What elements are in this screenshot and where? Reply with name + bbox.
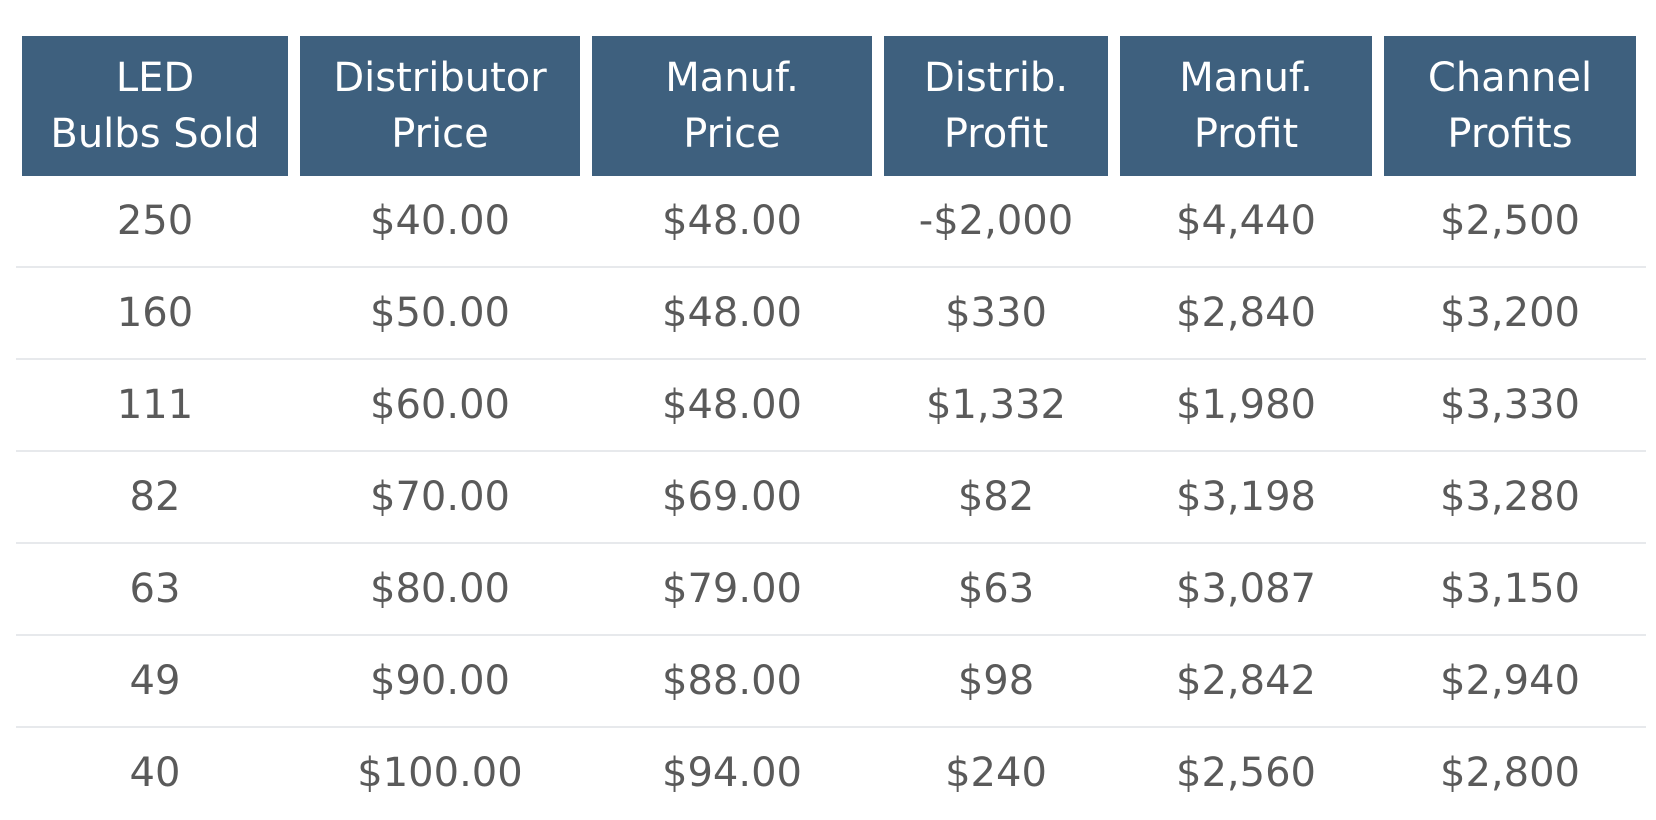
cell-distrib-profit: $82 [957,474,1035,520]
cell-manuf-price: $79.00 [662,566,802,612]
cell-distributor-price: $100.00 [357,750,523,796]
cell-manuf-profit: $2,840 [1176,290,1316,336]
table-row: 49 $90.00 $88.00 $98 $2,842 $2,940 [16,636,1646,728]
header-cell-distrib-profit: Distrib. Profit [884,36,1108,176]
cell-led-bulbs-sold: 49 [129,658,181,704]
cell-manuf-profit: $1,980 [1176,382,1316,428]
cell-led-bulbs-sold: 63 [129,566,181,612]
cell-channel-profits: $2,940 [1440,658,1580,704]
table-header-row: LED Bulbs Sold Distributor Price Manuf. … [0,36,1656,176]
cell-manuf-profit: $3,087 [1176,566,1316,612]
header-cell-distributor-price: Distributor Price [300,36,580,176]
cell-manuf-price: $94.00 [662,750,802,796]
table-row: 63 $80.00 $79.00 $63 $3,087 $3,150 [16,544,1646,636]
cell-manuf-profit: $2,842 [1176,658,1316,704]
cell-distrib-profit: $1,332 [926,382,1066,428]
cell-manuf-price: $48.00 [662,382,802,428]
cell-distributor-price: $60.00 [370,382,510,428]
cell-distributor-price: $70.00 [370,474,510,520]
header-cell-channel-profits: Channel Profits [1384,36,1636,176]
cell-distributor-price: $90.00 [370,658,510,704]
cell-led-bulbs-sold: 250 [116,198,194,244]
cell-distrib-profit: $330 [945,290,1047,336]
table-row: 111 $60.00 $48.00 $1,332 $1,980 $3,330 [16,360,1646,452]
cell-channel-profits: $3,150 [1440,566,1580,612]
table-row: 82 $70.00 $69.00 $82 $3,198 $3,280 [16,452,1646,544]
header-cell-manuf-profit: Manuf. Profit [1120,36,1372,176]
cell-led-bulbs-sold: 82 [129,474,181,520]
cell-channel-profits: $3,200 [1440,290,1580,336]
cell-manuf-price: $48.00 [662,290,802,336]
cell-manuf-profit: $3,198 [1176,474,1316,520]
cell-manuf-price: $48.00 [662,198,802,244]
table-row: 40 $100.00 $94.00 $240 $2,560 $2,800 [16,728,1646,820]
cell-distrib-profit: $98 [957,658,1035,704]
cell-manuf-profit: $4,440 [1176,198,1316,244]
cell-distributor-price: $80.00 [370,566,510,612]
cell-led-bulbs-sold: 111 [116,382,194,428]
cell-distrib-profit: $63 [957,566,1035,612]
cell-distrib-profit: $240 [945,750,1047,796]
cell-manuf-price: $69.00 [662,474,802,520]
cell-channel-profits: $3,280 [1440,474,1580,520]
cell-channel-profits: $2,500 [1440,198,1580,244]
cell-manuf-profit: $2,560 [1176,750,1316,796]
cell-channel-profits: $2,800 [1440,750,1580,796]
table-row: 160 $50.00 $48.00 $330 $2,840 $3,200 [16,268,1646,360]
cell-distrib-profit: -$2,000 [918,198,1074,244]
cell-manuf-price: $88.00 [662,658,802,704]
header-cell-led-bulbs-sold: LED Bulbs Sold [22,36,288,176]
cell-led-bulbs-sold: 160 [116,290,194,336]
cell-channel-profits: $3,330 [1440,382,1580,428]
header-cell-manuf-price: Manuf. Price [592,36,872,176]
cell-distributor-price: $50.00 [370,290,510,336]
table-row: 250 $40.00 $48.00 -$2,000 $4,440 $2,500 [16,176,1646,268]
cell-led-bulbs-sold: 40 [129,750,181,796]
cell-distributor-price: $40.00 [370,198,510,244]
